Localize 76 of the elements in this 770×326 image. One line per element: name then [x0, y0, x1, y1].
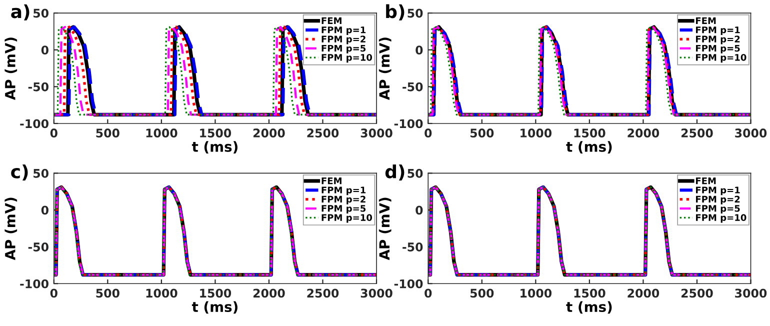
y-tick-label: -100	[20, 119, 48, 128]
y-tick-label: 50	[408, 8, 423, 18]
x-axis-title: t (ms)	[192, 301, 238, 314]
legend-label: FPM p=2	[696, 36, 740, 44]
text: d)	[385, 164, 404, 181]
y-tick-label: -50	[28, 82, 48, 92]
x-tick-label: 2500	[681, 288, 713, 298]
x-tick-label: 500	[470, 288, 494, 298]
legend-label: FPM p=10	[322, 54, 372, 63]
legend-label: FPM p=1	[696, 186, 740, 196]
legend-label: FPM p=2	[696, 196, 740, 204]
x-tick-label: 3000	[360, 128, 392, 138]
x-tick-label: 3000	[360, 288, 392, 298]
x-tick-label: 3000	[735, 128, 767, 138]
x-tick-label: 2500	[307, 128, 339, 138]
x-tick-label: 500	[470, 128, 494, 138]
x-tick-label: 2500	[307, 288, 339, 298]
legend-label: FPM p=10	[696, 54, 746, 63]
y-tick-label: -50	[402, 242, 423, 252]
x-tick-label: 0	[50, 288, 58, 298]
x-tick-label: 1000	[520, 288, 552, 298]
y-axis-title: AP (mV)	[378, 38, 392, 100]
y-tick-label: 0	[416, 206, 423, 215]
x-tick-label: 1000	[520, 128, 552, 138]
x-tick-label: 500	[96, 128, 120, 138]
legend-label: FPM p=2	[322, 196, 366, 204]
y-tick-label: 50	[34, 168, 48, 178]
x-tick-label: 500	[96, 288, 120, 298]
y-axis-title: AP (mV)	[4, 198, 18, 260]
x-tick-label: 2000	[628, 288, 660, 298]
legend-label: FPM p=10	[322, 214, 372, 223]
x-axis-title: t (ms)	[566, 141, 612, 154]
y-tick-label: -50	[28, 242, 48, 252]
legend-label: FPM p=5	[322, 44, 366, 54]
legend-label: FEM	[696, 178, 716, 184]
y-axis-title: AP (mV)	[378, 198, 392, 260]
y-tick-label: 0	[41, 46, 48, 55]
y-tick-label: -100	[394, 279, 423, 288]
x-tick-label: 2000	[253, 288, 285, 298]
y-tick-label: -100	[20, 279, 48, 288]
x-tick-label: 1500	[200, 288, 232, 298]
x-tick-label: 1500	[574, 128, 606, 138]
x-tick-label: 1500	[200, 128, 232, 138]
x-tick-label: 2500	[681, 128, 713, 138]
legend-label: FPM p=1	[696, 26, 740, 36]
y-axis-title: AP (mV)	[4, 38, 18, 100]
y-tick-label: 50	[408, 168, 423, 178]
legend-label: FEM	[322, 17, 342, 24]
legend-label: FEM	[696, 17, 716, 24]
x-tick-label: 0	[424, 288, 432, 298]
x-tick-label: 0	[424, 128, 432, 138]
x-tick-label: 1500	[574, 288, 606, 298]
x-axis-title: t (ms)	[566, 301, 612, 314]
legend-label: FPM p=1	[322, 186, 366, 196]
legend-label: FPM p=1	[322, 26, 366, 36]
text: a)	[11, 4, 30, 20]
legend-label: FPM p=5	[696, 205, 740, 214]
x-axis-title: t (ms)	[192, 141, 238, 154]
legend-label: FPM p=2	[322, 36, 366, 44]
y-tick-label: -100	[394, 119, 423, 128]
x-tick-label: 1000	[146, 288, 178, 298]
legend-label: FEM	[322, 178, 342, 184]
x-tick-label: 3000	[735, 288, 767, 298]
x-tick-label: 0	[50, 128, 58, 138]
y-tick-label: 0	[41, 206, 48, 215]
legend-label: FPM p=5	[322, 205, 366, 214]
text: c)	[11, 164, 28, 181]
y-tick-label: 0	[416, 46, 423, 55]
y-tick-label: 50	[34, 8, 48, 18]
y-tick-label: -50	[402, 82, 423, 92]
legend-label: FPM p=10	[696, 214, 746, 223]
x-tick-label: 2000	[628, 128, 660, 138]
text: b)	[386, 4, 404, 20]
x-tick-label: 1000	[146, 128, 178, 138]
x-tick-label: 2000	[253, 128, 285, 138]
legend-label: FPM p=5	[696, 44, 740, 54]
